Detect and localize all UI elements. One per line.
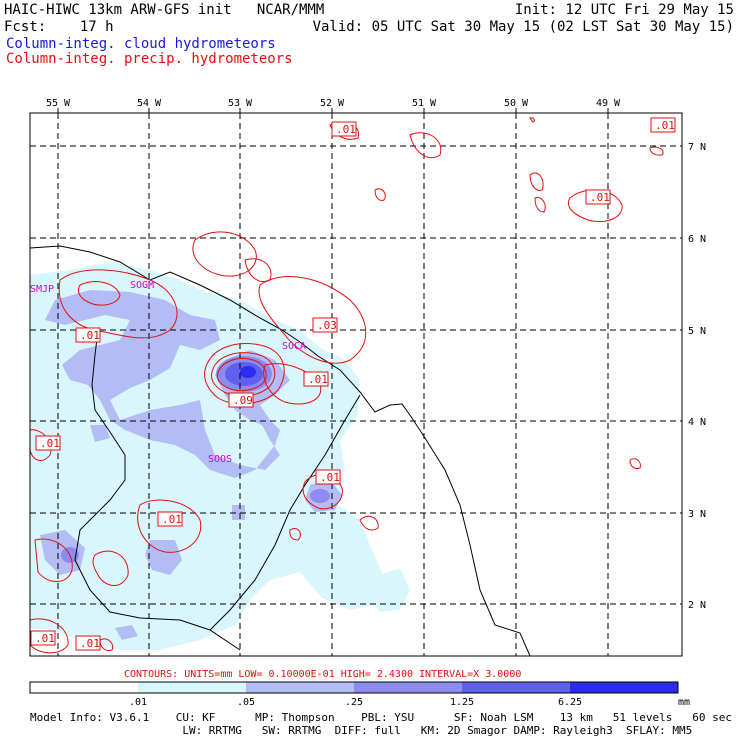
- lon-label: 51 W: [412, 98, 437, 109]
- svg-text:.01: .01: [162, 513, 182, 526]
- precip-legend-label: Column-integ. precip. hydrometeors: [6, 51, 293, 67]
- colorbar-bin: [30, 682, 138, 693]
- colorbar-tick: .05: [237, 697, 255, 708]
- contour-label: .01: [315, 469, 341, 485]
- colorbar-bin: [138, 682, 246, 693]
- contour-label: .01: [331, 121, 357, 137]
- contour-info: CONTOURS: UNITS=mm LOW= 0.10000E-01 HIGH…: [124, 669, 521, 680]
- precip-contours: [30, 117, 664, 654]
- lat-label: 2 N: [688, 600, 706, 611]
- svg-text:.01: .01: [336, 123, 356, 136]
- colorbar-bin: [354, 682, 462, 693]
- contour-label: .01: [650, 117, 676, 133]
- station-label: SOCA: [282, 341, 306, 352]
- contour-label: .01: [75, 327, 101, 343]
- lat-lon-grid: [30, 113, 682, 656]
- coastline: [30, 245, 531, 656]
- colorbar: [29, 681, 679, 694]
- svg-text:.09: .09: [233, 394, 253, 407]
- station-labels: SMJP SOGM SOCA SOOS: [30, 280, 306, 465]
- station-label: SOOS: [208, 454, 232, 465]
- lat-label: 4 N: [688, 417, 706, 428]
- svg-text:.01: .01: [80, 329, 100, 342]
- contour-label: .01: [30, 630, 56, 646]
- contour-label: .01: [585, 189, 611, 205]
- station-label: SMJP: [30, 284, 54, 295]
- colorbar-tick: .01: [129, 697, 147, 708]
- colorbar-bin: [570, 682, 678, 693]
- model-info-line2: LW: RRTMG SW: RRTMG DIFF: full KM: 2D Sm…: [30, 724, 693, 737]
- colorbar-outline: [29, 681, 679, 694]
- station-label: SOGM: [130, 280, 154, 291]
- latitude-labels: 7 N 6 N 5 N 4 N 3 N 2 N: [688, 142, 706, 611]
- colorbar-bin: [462, 682, 570, 693]
- colorbar-tick: 6.25: [558, 697, 582, 708]
- lon-label: 55 W: [46, 98, 71, 109]
- map-frame-content: .01 .01 .01 .03 .01 .09 .01 .01 .01 .01 …: [30, 113, 682, 656]
- svg-text:.01: .01: [40, 437, 60, 450]
- contour-label: .01: [75, 635, 101, 651]
- lat-label: 3 N: [688, 509, 706, 520]
- cloud-legend-label: Column-integ. cloud hydrometeors: [6, 36, 276, 52]
- svg-text:.01: .01: [655, 119, 675, 132]
- svg-text:.01: .01: [35, 632, 55, 645]
- valid-time: Valid: 05 UTC Sat 30 May 15 (02 LST Sat …: [312, 19, 734, 35]
- svg-text:.01: .01: [590, 191, 610, 204]
- lat-label: 7 N: [688, 142, 706, 153]
- contour-label: .01: [35, 435, 61, 451]
- init-time: Init: 12 UTC Fri 29 May 15: [514, 2, 734, 18]
- colorbar-tick: .25: [345, 697, 363, 708]
- lat-label: 6 N: [688, 234, 706, 245]
- lat-label: 5 N: [688, 326, 706, 337]
- contour-label: .01: [303, 371, 329, 387]
- model-info-line1: Model Info: V3.6.1 CU: KF MP: Thompson P…: [30, 711, 732, 724]
- lon-label: 50 W: [504, 98, 529, 109]
- contour-label: .01: [157, 511, 183, 527]
- forecast-hour: Fcst: 17 h: [4, 19, 114, 35]
- lon-label: 52 W: [320, 98, 345, 109]
- lon-label: 54 W: [137, 98, 162, 109]
- contour-label: .09: [228, 392, 254, 408]
- svg-text:.01: .01: [80, 637, 100, 650]
- svg-text:.01: .01: [308, 373, 328, 386]
- colorbar-ticks: .01 .05 .25 1.25 6.25 mm: [129, 697, 690, 708]
- colorbar-tick: 1.25: [450, 697, 474, 708]
- map-border: [29, 112, 683, 657]
- lon-ticks: [57, 108, 609, 113]
- lon-label: 49 W: [596, 98, 621, 109]
- title-left: HAIC-HIWC 13km ARW-GFS init NCAR/MMM: [4, 2, 325, 18]
- contour-label-group: .01 .01 .01 .03 .01 .09 .01 .01 .01 .01 …: [30, 117, 676, 651]
- colorbar-unit: mm: [678, 697, 690, 708]
- cloud-core: [61, 356, 330, 563]
- longitude-labels: 55 W 54 W 53 W 52 W 51 W 50 W 49 W: [46, 98, 621, 109]
- svg-text:.03: .03: [317, 319, 337, 332]
- contour-label: .03: [312, 317, 338, 333]
- svg-text:.01: .01: [320, 471, 340, 484]
- lon-label: 53 W: [228, 98, 253, 109]
- colorbar-bin: [246, 682, 354, 693]
